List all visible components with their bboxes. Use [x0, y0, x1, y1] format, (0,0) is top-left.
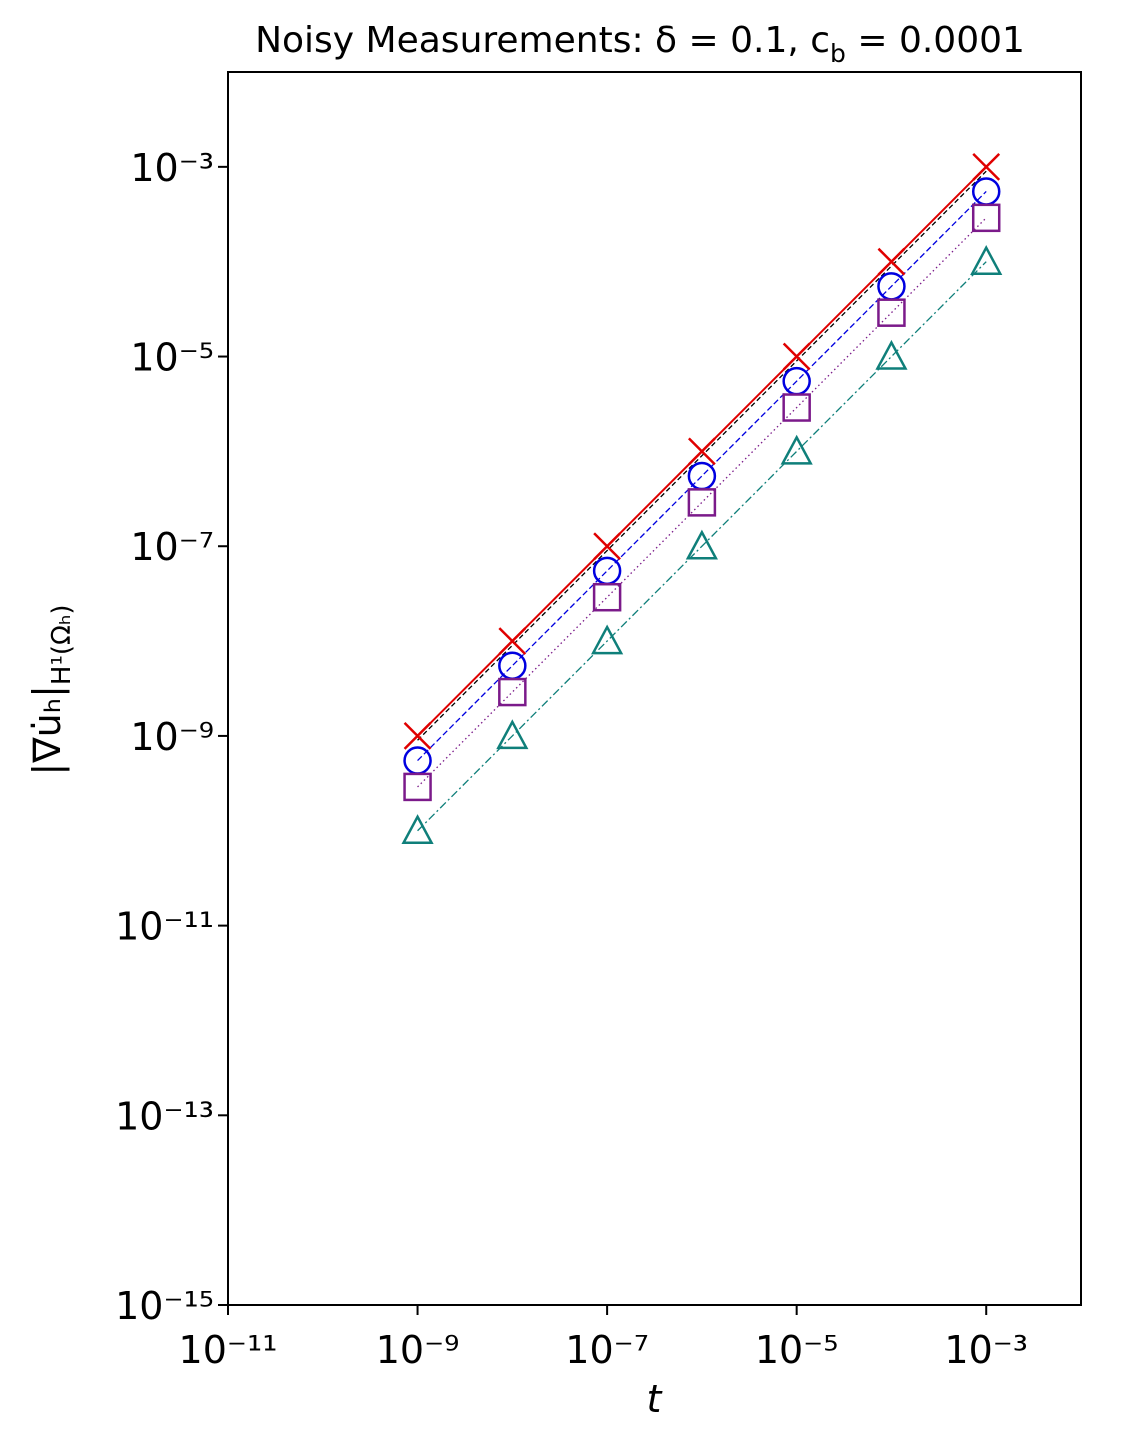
plot-area: 10⁻¹¹ 10⁻⁹ 10⁻⁷ 10⁻⁵ 10⁻³ 10⁻¹⁵ 10⁻¹³ 10⁻¹¹ 10⁻⁹… — [115, 71, 1082, 1372]
ylabel-main: |∇u̇ₕ| — [25, 685, 70, 775]
square-marker — [782, 393, 811, 422]
square-marker — [592, 582, 622, 612]
y-tick-label: 10⁻³ — [130, 146, 214, 190]
plot-frame — [227, 71, 1082, 1306]
square-marker — [498, 677, 527, 707]
x-tick-label: 10⁻⁷ — [565, 1328, 649, 1372]
series-line — [417, 261, 987, 832]
square-marker — [687, 488, 717, 517]
x-marker — [877, 247, 906, 276]
triangle-marker — [496, 719, 529, 750]
chart-title: Noisy Measurements: δ = 0.1, cb = 0.0001 — [255, 20, 1025, 68]
triangle-marker — [401, 814, 434, 845]
x-marker — [688, 437, 716, 466]
y-tick-label: 10⁻¹⁵ — [115, 1284, 214, 1328]
series-line — [417, 191, 987, 762]
x-marker — [498, 627, 527, 655]
series-line — [417, 170, 987, 741]
y-tick-label: 10⁻⁷ — [130, 525, 214, 569]
circle-marker — [592, 556, 622, 586]
title-main: Noisy Measurements: δ = 0.1, c — [255, 20, 830, 61]
circle-marker — [498, 651, 527, 680]
x-marker — [403, 722, 432, 750]
triangle-marker — [685, 529, 718, 560]
square-marker — [403, 772, 432, 802]
x-tick-label: 10⁻⁹ — [376, 1328, 460, 1372]
triangle-marker — [591, 624, 624, 655]
square-marker — [971, 203, 1001, 233]
title-end: = 0.0001 — [846, 20, 1025, 61]
square-marker — [877, 298, 906, 327]
series-line — [417, 217, 987, 788]
x-marker — [972, 152, 1001, 181]
y-tick-label: 10⁻⁵ — [130, 336, 214, 380]
x-marker — [782, 342, 811, 371]
title-subscript: b — [830, 39, 846, 68]
ylabel-subscript: H¹(Ωₕ) — [47, 604, 77, 685]
y-axis-label: |∇u̇ₕ|H¹(Ωₕ) — [25, 604, 77, 775]
x-marker — [593, 532, 621, 561]
x-tick-label: 10⁻³ — [944, 1328, 1028, 1372]
y-tick-label: 10⁻¹¹ — [115, 905, 214, 949]
triangle-marker — [875, 339, 908, 370]
x-tick-label: 10⁻⁵ — [755, 1328, 839, 1372]
triangle-marker — [970, 245, 1003, 275]
y-tick-label: 10⁻⁹ — [130, 715, 214, 759]
x-axis-label: t — [647, 1377, 664, 1421]
circle-marker — [687, 461, 717, 491]
triangle-marker — [780, 434, 813, 465]
y-tick-label: 10⁻¹³ — [115, 1094, 214, 1138]
x-tick-label: 10⁻¹¹ — [179, 1328, 278, 1372]
